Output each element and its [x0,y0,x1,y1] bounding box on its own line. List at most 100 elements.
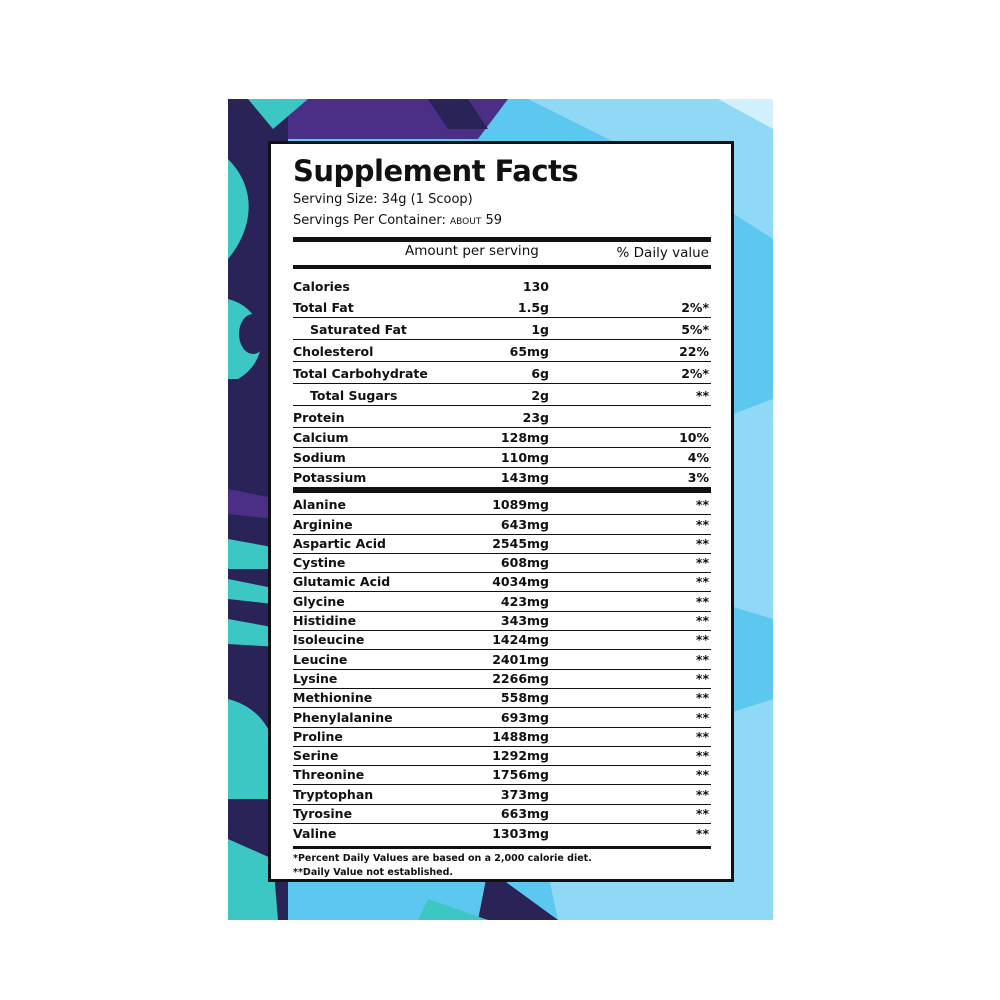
row-name: Leucine [293,651,348,667]
amino-acid-row: Arginine 643mg ** [293,515,711,535]
servings-per-container: Servings Per Container: ABOUT 59 [293,213,502,228]
row-daily-value: ** [695,709,709,725]
amino-acid-row: Tyrosine 663mg ** [293,805,711,825]
amino-acid-row: Histidine 343mg ** [293,612,711,632]
row-daily-value: 3% [687,470,709,485]
row-daily-value: ** [695,651,709,667]
row-daily-value: ** [695,613,709,629]
label-title: Supplement Facts [293,154,579,188]
servings-per-container-label: Servings Per Container: [293,213,450,228]
row-daily-value: ** [695,767,709,783]
row-amount: 1424mg [492,632,549,648]
header-daily-value: % Daily value [616,245,709,261]
row-amount: 1292mg [492,748,549,764]
nutrient-row: Total Sugars 2g ** [293,384,711,406]
amino-acid-row: Proline 1488mg ** [293,728,711,747]
row-daily-value: 22% [679,344,709,359]
row-amount: 130 [522,279,549,294]
nutrient-row: Total Carbohydrate 6g 2%* [293,362,711,384]
footnote-percent-daily-values: *Percent Daily Values are based on a 2,0… [293,853,592,864]
row-amount: 343mg [500,613,549,629]
row-daily-value: 10% [679,430,709,445]
nutrient-row: Protein 23g [293,406,711,428]
row-amount: 423mg [500,593,549,609]
row-amount: 608mg [500,555,549,571]
row-name: Aspartic Acid [293,535,386,551]
row-amount: 663mg [500,806,549,822]
row-amount: 4034mg [492,574,549,590]
nutrient-row: Sodium 110mg 4% [293,448,711,468]
row-amount: 643mg [500,516,549,532]
amino-acid-row: Aspartic Acid 2545mg ** [293,535,711,554]
row-daily-value: ** [695,574,709,590]
row-daily-value: ** [695,748,709,764]
nutrient-row: Total Fat 1.5g 2%* [293,296,711,318]
row-daily-value: ** [695,806,709,822]
amino-acid-row: Alanine 1089mg ** [293,496,711,516]
amino-acid-row: Cystine 608mg ** [293,554,711,574]
row-name: Tryptophan [293,786,374,802]
serving-size: Serving Size: 34g (1 Scoop) [293,192,473,207]
row-daily-value: ** [695,670,709,686]
row-daily-value: ** [695,516,709,532]
header-amount-per-serving: Amount per serving [405,243,539,259]
row-amount: 558mg [500,690,549,706]
row-amount: 373mg [500,786,549,802]
row-name: Potassium [293,470,367,485]
row-daily-value: ** [695,535,709,551]
row-amount: 1303mg [492,826,549,842]
nutrient-row: Saturated Fat 1g 5%* [293,318,711,340]
row-daily-value: ** [695,593,709,609]
row-amount: 128mg [500,430,549,445]
row-daily-value: ** [695,497,709,513]
row-daily-value: 2%* [681,366,709,381]
row-daily-value: ** [695,728,709,744]
row-amount: 1g [531,322,549,337]
row-amount: 2545mg [492,535,549,551]
row-name: Cholesterol [293,344,374,359]
row-name: Protein [293,410,345,425]
amino-acid-row: Valine 1303mg ** [293,824,711,843]
row-name: Total Carbohydrate [293,366,428,381]
row-amount: 1089mg [492,497,549,513]
supplement-facts-panel: Supplement Facts Serving Size: 34g (1 Sc… [268,141,734,882]
row-name: Serine [293,748,339,764]
nutrient-row: Calcium 128mg 10% [293,428,711,448]
row-name: Alanine [293,497,346,513]
servings-per-container-value: 59 [481,213,502,228]
row-amount: 23g [522,410,549,425]
nutrient-row: Cholesterol 65mg 22% [293,340,711,362]
amino-acid-row: Serine 1292mg ** [293,747,711,767]
row-amount: 110mg [500,450,549,465]
amino-acid-row: Tryptophan 373mg ** [293,786,711,805]
row-daily-value: ** [695,786,709,802]
nutrient-row: Potassium 143mg 3% [293,468,711,487]
row-name: Methionine [293,690,373,706]
row-name: Histidine [293,613,357,629]
row-name: Calcium [293,430,349,445]
row-name: Glycine [293,593,345,609]
row-name: Cystine [293,555,346,571]
amino-acid-row: Leucine 2401mg ** [293,650,711,670]
row-daily-value: 2%* [681,300,709,315]
row-name: Isoleucine [293,632,365,648]
row-name: Total Sugars [310,388,398,403]
row-amount: 1488mg [492,728,549,744]
row-daily-value: 4% [687,450,709,465]
row-amount: 693mg [500,709,549,725]
servings-per-container-prefix: ABOUT [449,217,482,227]
row-daily-value: ** [695,632,709,648]
amino-acid-row: Isoleucine 1424mg ** [293,631,711,651]
row-name: Sodium [293,450,346,465]
amino-acid-row: Glutamic Acid 4034mg ** [293,573,711,593]
amino-acid-row: Phenylalanine 693mg ** [293,708,711,728]
divider-thick-header [293,265,711,269]
nutrient-row: Calories 130 [293,271,711,296]
row-amount: 2266mg [492,670,549,686]
row-name: Arginine [293,516,353,532]
row-amount: 2401mg [492,651,549,667]
row-name: Threonine [293,767,365,783]
amino-acid-row: Lysine 2266mg ** [293,670,711,689]
footnote-daily-value-not-established: **Daily Value not established. [293,867,454,878]
row-amount: 2g [531,388,549,403]
